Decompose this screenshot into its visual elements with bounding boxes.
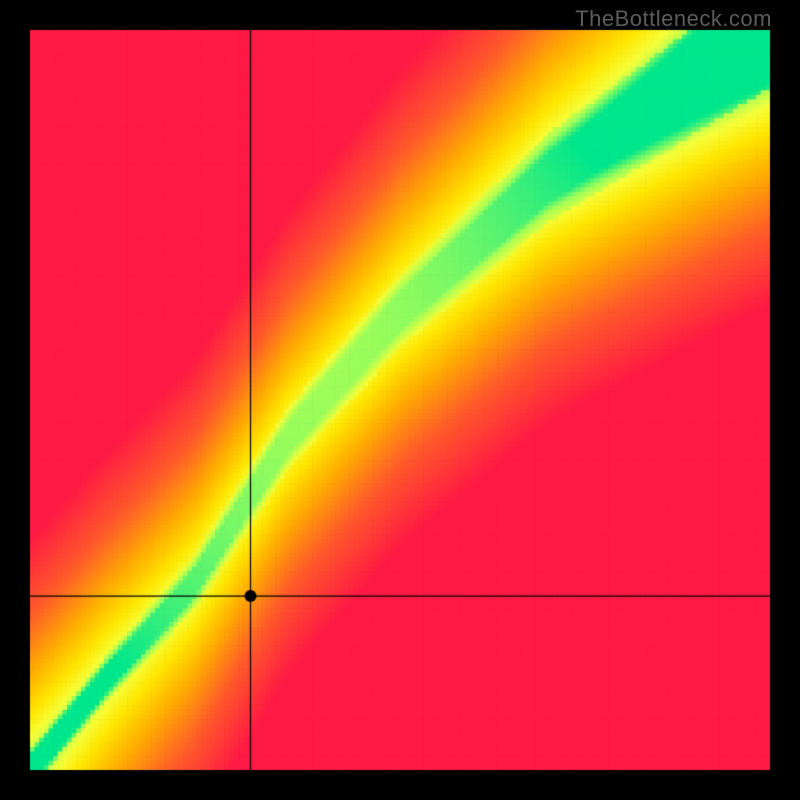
watermark-text: TheBottleneck.com [575, 6, 772, 32]
bottleneck-heatmap [0, 0, 800, 800]
